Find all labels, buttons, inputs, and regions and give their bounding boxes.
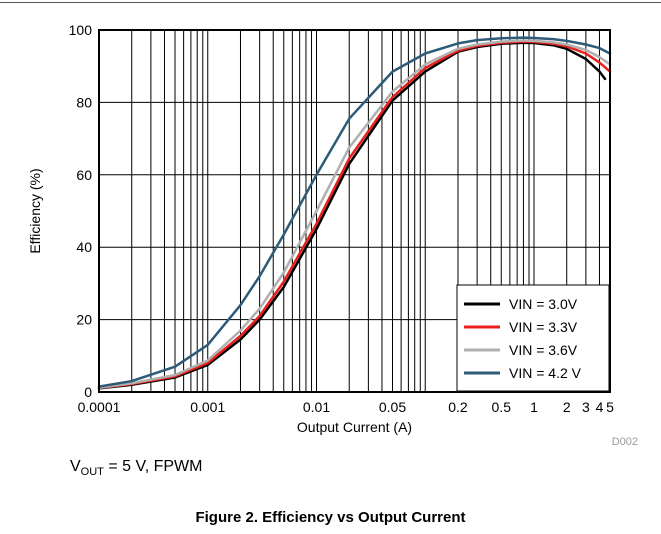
legend-label: VIN = 3.0V <box>509 296 578 312</box>
x-tick-label: 3 <box>582 399 590 415</box>
y-tick-label: 20 <box>76 312 92 328</box>
conditions-subscript: OUT <box>80 466 104 479</box>
legend: VIN = 3.0V VIN = 3.3V VIN = 3.6V VIN = 4.2 … <box>456 284 610 392</box>
x-tick-label: 4 <box>596 399 604 415</box>
series-line-4 <box>97 36 612 388</box>
x-tick-label: 0.2 <box>448 399 468 415</box>
series-line-1 <box>97 41 607 390</box>
figure-id: D002 <box>612 436 638 448</box>
efficiency-chart: 0 20 40 60 80 100 0.0001 0.001 0.01 0.05 0.2 0.5 1 2 3… <box>27 22 638 448</box>
conditions-rest: = 5 V, FPWM <box>103 458 203 475</box>
x-tick-label: 5 <box>606 399 614 415</box>
x-axis-title: Output Current (A) <box>297 419 412 435</box>
plot-frame <box>98 29 611 393</box>
series-lines <box>97 36 612 390</box>
x-tick-label: 0.5 <box>492 399 512 415</box>
test-conditions: VOUT = 5 V, FPWM <box>70 458 202 478</box>
figure-caption: Figure 2. Efficiency vs Output Current <box>195 509 466 526</box>
y-tick-label: 80 <box>76 94 92 110</box>
x-tick-label: 0.001 <box>190 399 225 415</box>
tick-labels: 0 20 40 60 80 100 0.0001 0.001 0.01 0.05 0.2 0.5 1 2 3… <box>69 22 614 415</box>
legend-label: VIN = 4.2 V <box>509 365 582 381</box>
x-tick-label: 0.05 <box>379 399 406 415</box>
x-tick-label: 2 <box>563 399 571 415</box>
y-tick-label: 60 <box>76 167 92 183</box>
y-tick-label: 100 <box>69 22 93 38</box>
y-tick-label: 0 <box>84 384 92 400</box>
conditions-v: V <box>70 458 81 475</box>
y-axis-title: Efficiency (%) <box>27 168 43 253</box>
grid <box>99 30 611 392</box>
legend-label: VIN = 3.3V <box>509 319 578 335</box>
x-tick-label: 0.0001 <box>78 399 121 415</box>
x-tick-label: 1 <box>530 399 538 415</box>
x-tick-label: 0.01 <box>303 399 330 415</box>
legend-label: VIN = 3.6V <box>509 342 578 358</box>
y-tick-label: 40 <box>76 239 92 255</box>
series-line-2 <box>97 40 612 390</box>
top-rule <box>0 2 661 3</box>
series-line-3 <box>97 39 612 389</box>
